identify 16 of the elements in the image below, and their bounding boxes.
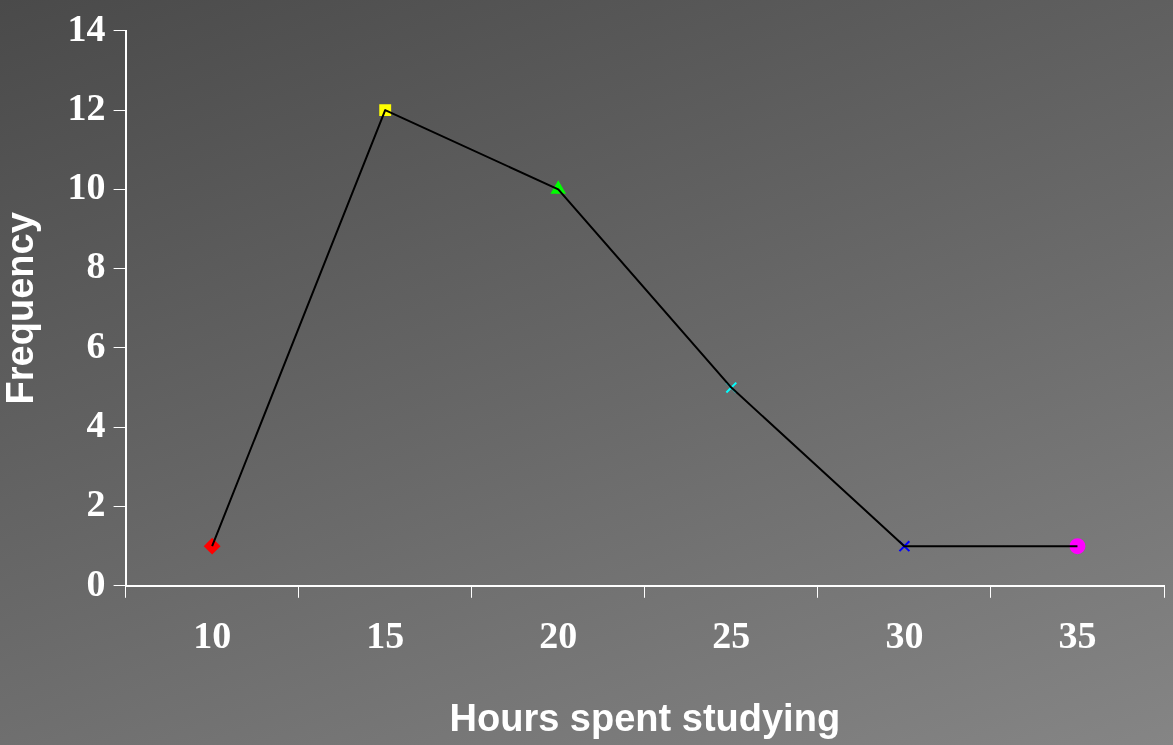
y-tick-label: 6	[86, 323, 106, 366]
x-tick-label: 15	[366, 614, 405, 657]
x-tick-label: 20	[539, 614, 578, 657]
y-tick-label: 0	[86, 561, 106, 604]
y-tick-label: 12	[67, 85, 106, 128]
x-tick-label: 30	[885, 614, 924, 657]
y-axis-title: Frequency	[0, 212, 42, 405]
y-tick-label: 4	[86, 403, 106, 446]
y-tick-label: 2	[86, 482, 106, 525]
x-tick-label: 10	[193, 614, 232, 657]
x-axis-title: Hours spent studying	[449, 696, 841, 739]
y-tick-label: 8	[86, 244, 106, 287]
y-tick-label: 14	[67, 6, 106, 49]
x-tick-label: 35	[1058, 614, 1097, 657]
x-tick-label: 25	[712, 614, 751, 657]
y-tick-label: 10	[67, 165, 106, 208]
